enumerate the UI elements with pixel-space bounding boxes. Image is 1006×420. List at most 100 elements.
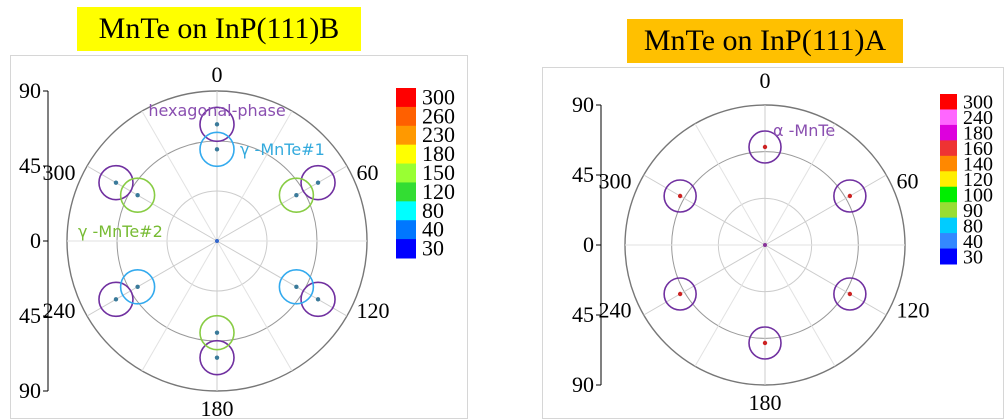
colorbar-label: 300 [422,84,455,109]
colorbar-label: 30 [422,236,444,261]
colorbar-segment [396,239,416,259]
polar-grid-spoke [694,244,766,367]
colorbar-segment [940,171,957,188]
colorbar-segment [940,124,957,141]
colorbar-label: 180 [963,123,993,145]
data-point [214,147,220,152]
series-marker-circle [833,179,867,213]
data-point [135,192,140,198]
radial-tick-label: 90 [19,78,41,103]
series-marker-circle [119,269,156,305]
data-point [762,340,768,346]
colorbar-label: 30 [963,246,983,268]
chart-title-right: MnTe on InP(111)A [627,19,903,63]
series-marker-circle [278,269,315,305]
colorbar-label: 80 [963,215,983,237]
data-point [847,291,853,297]
colorbar-segment [940,233,957,250]
series-marker-circle [199,314,235,351]
radial-tick-label: 90 [19,378,41,403]
data-point [762,144,768,150]
series-marker-circle [119,177,156,213]
colorbar-segment [396,125,416,146]
data-point [847,193,853,199]
radial-tick-label: 45 [572,302,594,327]
pole-figure-panel-left [10,55,468,419]
colorbar-segment [396,144,416,165]
polar-grid-spoke [643,244,766,316]
data-point [214,330,220,335]
data-point [214,122,220,127]
colorbar-segment [396,201,416,221]
polar-grid-spoke [764,244,836,367]
colorbar-label: 90 [963,200,983,222]
series-marker-circle [98,164,134,201]
colorbar-label: 100 [963,184,993,206]
colorbar-label: 80 [422,198,444,223]
colorbar-label: 140 [963,154,993,176]
series-marker-circle [300,164,336,201]
series-marker-circle [663,179,697,213]
colorbar-label: 120 [422,179,455,204]
data-point [113,297,119,302]
data-point [677,291,683,297]
angular-tick-label: 180 [749,390,782,415]
polar-grid-spoke [216,240,293,372]
colorbar-segment [940,217,957,234]
colorbar-segment [940,186,957,203]
data-point [294,192,299,198]
colorbar-segment [396,220,416,240]
series-annotation: γ -MnTe#1 [240,140,325,159]
series-annotation: α -MnTe [773,121,835,140]
colorbar-segment [396,106,416,127]
series-marker-circle [748,130,782,164]
data-point [677,193,683,199]
radial-tick-label: 45 [19,153,41,178]
colorbar-segment [940,155,957,172]
center-data-point [763,243,767,247]
polar-grid-spoke [643,174,766,246]
polar-grid-spoke [141,110,218,242]
data-point [135,284,140,290]
angular-tick-label: 300 [598,169,631,194]
series-marker-circle [199,106,235,143]
series-marker-circle [663,277,697,311]
center-data-point [215,239,219,243]
colorbar-segment [940,94,957,110]
pole-figure-left: 90 45 0 45 90 0 60 120 180 240 300 hexagonal-phase γ… [19,62,455,420]
colorbar-label: 150 [422,160,455,185]
colorbar-label: 40 [963,231,983,253]
series-marker-circle [199,339,235,376]
colorbar-segment [396,88,416,108]
colorbar-label: 40 [422,217,444,242]
colorbar-segment [940,248,957,265]
series-marker-circle [278,177,315,213]
angular-tick-label: 180 [201,396,234,420]
series-marker-circle [199,131,235,168]
polar-grid-spoke [694,123,766,246]
colorbar-label: 120 [963,169,993,191]
radial-tick-label: 90 [572,372,594,397]
angular-tick-label: 120 [897,297,930,322]
polar-grid-spoke [764,244,887,316]
polar-grid-spoke [216,110,293,242]
data-point [315,180,321,185]
pole-figure-panel-right [542,67,1004,419]
data-point [113,180,119,185]
angular-tick-label: 120 [357,298,390,323]
colorbar-segment [940,109,957,126]
colorbar-segment [396,163,416,183]
angular-tick-label: 240 [42,298,75,323]
colorbar-label: 160 [963,138,993,160]
radial-tick-label: 0 [583,232,594,257]
colorbar-segment [940,140,957,157]
chart-title-left: MnTe on InP(111)B [77,7,361,51]
colorbar-label: 300 [963,92,993,114]
colorbar-segment [396,182,416,202]
data-point [294,284,299,290]
series-annotation: γ -MnTe#2 [78,222,163,241]
radial-tick-label: 45 [572,162,594,187]
series-marker-circle [748,326,782,360]
colorbar-label: 240 [963,107,993,129]
